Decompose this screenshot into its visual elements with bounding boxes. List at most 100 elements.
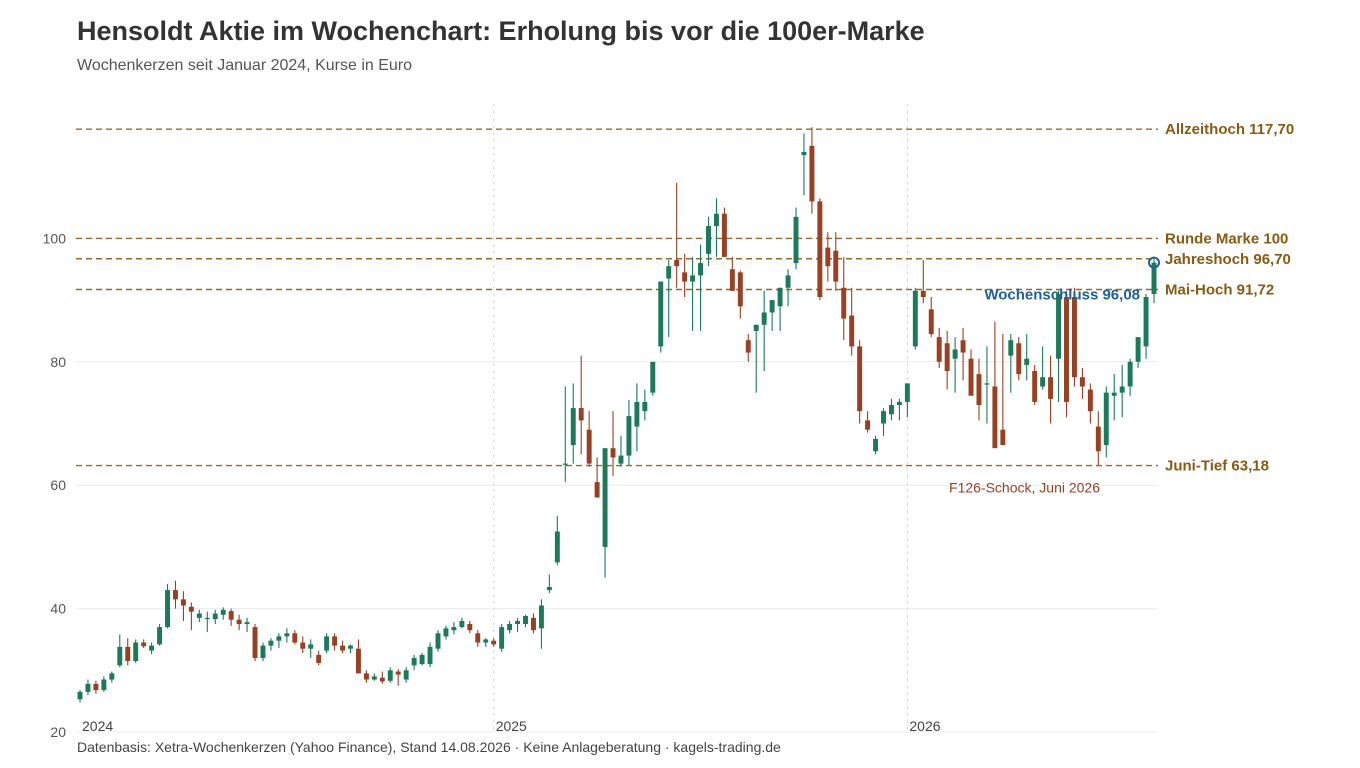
reference-line-label: Runde Marke 100 (1165, 230, 1288, 247)
candle-body (817, 201, 823, 298)
candle-body (602, 448, 608, 547)
candle-body (698, 263, 703, 276)
candle (515, 617, 521, 633)
candle (507, 620, 513, 634)
candle-body (976, 374, 982, 405)
candle (93, 680, 99, 694)
candle-body (244, 622, 250, 625)
candle (252, 624, 258, 662)
candle-body (992, 386, 998, 449)
candle-body (435, 633, 441, 649)
candle-body (93, 683, 99, 691)
candle (594, 457, 600, 498)
candle-body (157, 627, 163, 645)
candle (666, 259, 672, 338)
candle (1095, 411, 1101, 466)
candle-body (220, 609, 226, 615)
candle (873, 435, 879, 455)
candle-body (713, 213, 719, 227)
candle (332, 633, 338, 651)
candle-body (1040, 377, 1046, 387)
candle (626, 400, 632, 466)
candle-body (690, 275, 696, 282)
y-tick-label: 100 (43, 230, 67, 246)
candle (371, 673, 377, 681)
candle (682, 253, 688, 298)
candle (165, 583, 170, 629)
candle (212, 609, 218, 625)
candle (1032, 364, 1038, 405)
candle (904, 383, 910, 418)
candle (1087, 383, 1093, 424)
candle (1135, 337, 1141, 368)
candle (618, 435, 624, 467)
candle-body (125, 646, 131, 662)
candle-body (570, 408, 576, 446)
candle-body (737, 272, 743, 307)
candle (284, 628, 290, 643)
candle-body (546, 587, 552, 591)
candle-body (857, 346, 863, 412)
candle-body (515, 620, 521, 625)
candle (499, 624, 505, 652)
candle (650, 361, 656, 396)
candle-body (300, 642, 306, 649)
reference-lines (76, 128, 1158, 467)
candle-body (1151, 262, 1157, 294)
candle (236, 614, 242, 631)
candle-body (379, 677, 385, 682)
candle-body (308, 644, 314, 649)
candle (308, 639, 314, 658)
candle-body (268, 640, 274, 646)
candle-body (1032, 371, 1038, 402)
candle (1071, 287, 1077, 387)
candle (992, 321, 998, 449)
candle-body (968, 358, 974, 396)
candle-body (928, 309, 934, 335)
candle-body (984, 383, 990, 385)
candle (355, 639, 361, 674)
candle-body (658, 281, 664, 347)
candle (674, 182, 680, 288)
candle-body (562, 463, 568, 465)
candle-body (236, 619, 242, 625)
candle-body (706, 226, 711, 254)
candle (1143, 293, 1149, 359)
candle (546, 574, 552, 594)
candle (706, 216, 711, 267)
candle-body (1000, 429, 1006, 446)
candle (387, 667, 393, 683)
candle-body (180, 599, 186, 606)
candle (602, 448, 608, 578)
candle (920, 259, 926, 304)
candle (881, 408, 886, 436)
candle (268, 638, 274, 651)
candle (896, 398, 902, 421)
candle (761, 290, 767, 372)
x-tick-label: 2024 (82, 718, 113, 734)
candle (196, 609, 202, 623)
candle (1000, 334, 1006, 446)
candle (809, 127, 815, 214)
candle (642, 389, 648, 421)
candle (244, 617, 250, 633)
candle-body (1071, 297, 1077, 378)
candle (411, 654, 417, 671)
candle (1040, 346, 1046, 390)
candle-body (650, 361, 656, 393)
candle (753, 324, 759, 393)
x-tick-label: 2025 (496, 718, 527, 734)
candle (833, 232, 839, 291)
candle (459, 617, 465, 629)
candle (340, 640, 345, 654)
candle (204, 611, 210, 633)
candle-body (443, 628, 449, 637)
candle-body (833, 250, 839, 282)
candle (865, 411, 871, 433)
candle-body (777, 287, 783, 307)
candle (960, 327, 966, 381)
candles (77, 127, 1157, 703)
candle (220, 607, 226, 620)
candle (634, 383, 640, 452)
candle-body (292, 633, 298, 643)
